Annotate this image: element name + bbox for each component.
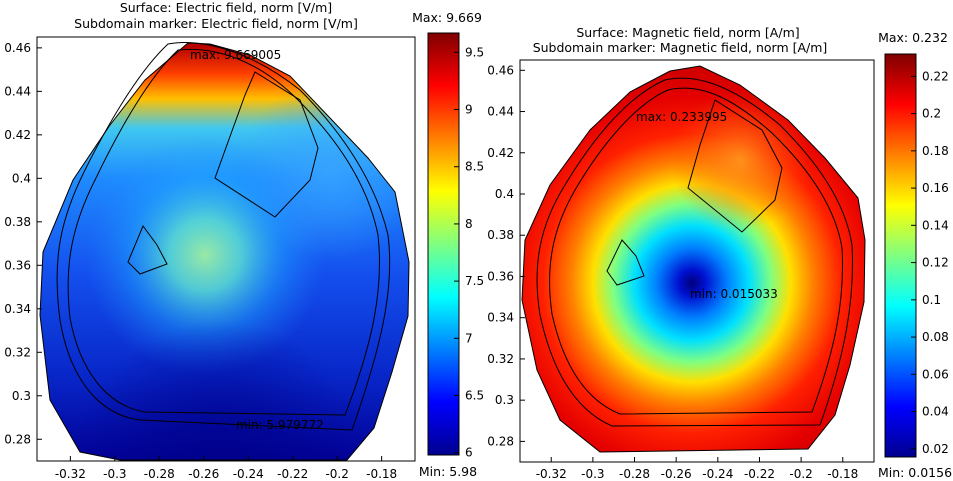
y-tick-label: 0.32	[487, 352, 514, 366]
y-tick-label: 0.32	[4, 345, 31, 359]
electric-max-annotation: max: 9.669005	[190, 48, 281, 62]
y-tick-label: 0.36	[487, 269, 514, 283]
y-tick-label: 0.38	[487, 228, 514, 242]
magnetic-colorbar	[884, 53, 917, 458]
x-tick-label: -0.28	[144, 467, 175, 481]
y-tick-label: 0.38	[4, 215, 31, 229]
y-tick-label: 0.28	[4, 432, 31, 446]
electric-title-line2: Subdomain marker: Electric field, norm […	[74, 16, 358, 31]
colorbar-tick-label: 0.14	[922, 218, 949, 232]
colorbar-tick-label: 0.02	[922, 442, 949, 456]
electric-colorbar-max-label: Max: 9.669	[412, 10, 482, 25]
y-tick-label: 0.44	[4, 84, 31, 98]
colorbar-tick-label: 7	[465, 331, 473, 345]
colorbar-tick-label: 0.1	[922, 293, 941, 307]
y-tick-label: 0.46	[4, 41, 31, 55]
magnetic-min-annotation: min: 0.015033	[690, 287, 778, 301]
x-tick-label: -0.26	[661, 467, 692, 481]
colorbar-tick-label: 0.2	[922, 107, 941, 121]
x-tick-label: -0.3	[581, 467, 604, 481]
y-tick-label: 0.3	[12, 389, 31, 403]
y-tick-label: 0.28	[487, 434, 514, 448]
colorbar-tick-label: 9.5	[465, 45, 484, 59]
x-tick-label: -0.24	[233, 467, 264, 481]
colorbar-tick-label: 0.06	[922, 367, 949, 381]
electric-min-annotation: min: 5.979772	[236, 418, 324, 432]
electric-subdomain-lines	[39, 42, 410, 461]
magnetic-title-line1: Surface: Magnetic field, norm [A/m]	[576, 25, 799, 40]
y-tick-label: 0.4	[495, 187, 514, 201]
magnetic-colorbar-max-label: Max: 0.232	[878, 30, 948, 45]
colorbar-tick-label: 9	[465, 103, 473, 117]
colorbar-tick-label: 0.08	[922, 330, 949, 344]
colorbar-tick-label: 0.18	[922, 144, 949, 158]
x-tick-label: -0.22	[744, 467, 775, 481]
electric-y-axis: 0.46 0.44 0.42 0.4 0.38 0.36 0.34 0.32 0.3 0.28	[4, 41, 42, 446]
x-tick-label: -0.2	[325, 467, 348, 481]
y-tick-label: 0.42	[4, 128, 31, 142]
colorbar-tick-label: 0.16	[922, 181, 949, 195]
electric-colorbar-min-label: Min: 5.98	[419, 464, 477, 479]
colorbar-tick-label: 8	[465, 217, 473, 231]
magnetic-colorbar-ticks: 0.22 0.2 0.18 0.16 0.14 0.12 0.1 0.08 0.06 0.04 0.…	[911, 69, 949, 456]
magnetic-field-plot: Surface: Magnetic field, norm [A/m] Subd…	[487, 25, 952, 481]
y-tick-label: 0.34	[487, 311, 514, 325]
colorbar-tick-label: 6	[465, 446, 473, 460]
colorbar-tick-label: 7.5	[465, 274, 484, 288]
x-tick-label: -0.26	[188, 467, 219, 481]
x-tick-label: -0.3	[103, 467, 126, 481]
y-tick-label: 0.34	[4, 302, 31, 316]
y-tick-label: 0.46	[487, 63, 514, 77]
x-tick-label: -0.32	[536, 467, 567, 481]
colorbar-tick-label: 0.12	[922, 256, 949, 270]
y-tick-label: 0.4	[12, 171, 31, 185]
magnetic-x-axis: -0.32 -0.3 -0.28 -0.26 -0.24 -0.22 -0.2 -0.18	[536, 457, 858, 481]
colorbar-tick-label: 0.22	[922, 69, 949, 83]
x-tick-label: -0.18	[827, 467, 858, 481]
y-tick-label: 0.36	[4, 258, 31, 272]
x-tick-label: -0.2	[789, 467, 812, 481]
y-tick-label: 0.3	[495, 393, 514, 407]
magnetic-colorbar-min-label: Min: 0.0156	[878, 465, 952, 480]
x-tick-label: -0.32	[55, 467, 86, 481]
y-tick-label: 0.44	[487, 105, 514, 119]
electric-x-axis: -0.32 -0.3 -0.28 -0.26 -0.24 -0.22 -0.2 -0.18	[55, 456, 397, 481]
electric-colorbar	[427, 32, 460, 456]
electric-field-plot: Surface: Electric field, norm [V/m] Subd…	[4, 0, 484, 481]
y-tick-label: 0.42	[487, 146, 514, 160]
magnetic-subdomain-lines	[521, 65, 866, 453]
colorbar-tick-label: 0.04	[922, 405, 949, 419]
x-tick-label: -0.24	[702, 467, 733, 481]
x-tick-label: -0.22	[277, 467, 308, 481]
colorbar-tick-label: 8.5	[465, 160, 484, 174]
electric-title-line1: Surface: Electric field, norm [V/m]	[120, 0, 332, 15]
magnetic-title-line2: Subdomain marker: Magnetic field, norm […	[533, 40, 828, 55]
electric-colorbar-ticks: 9.5 9 8.5 8 7.5 7 6.5 6	[454, 45, 484, 460]
x-tick-label: -0.18	[366, 467, 397, 481]
x-tick-label: -0.28	[619, 467, 650, 481]
magnetic-max-annotation: max: 0.233995	[636, 110, 727, 124]
colorbar-tick-label: 6.5	[465, 389, 484, 403]
magnetic-y-axis: 0.46 0.44 0.42 0.4 0.38 0.36 0.34 0.32 0.3 0.28	[487, 63, 525, 448]
